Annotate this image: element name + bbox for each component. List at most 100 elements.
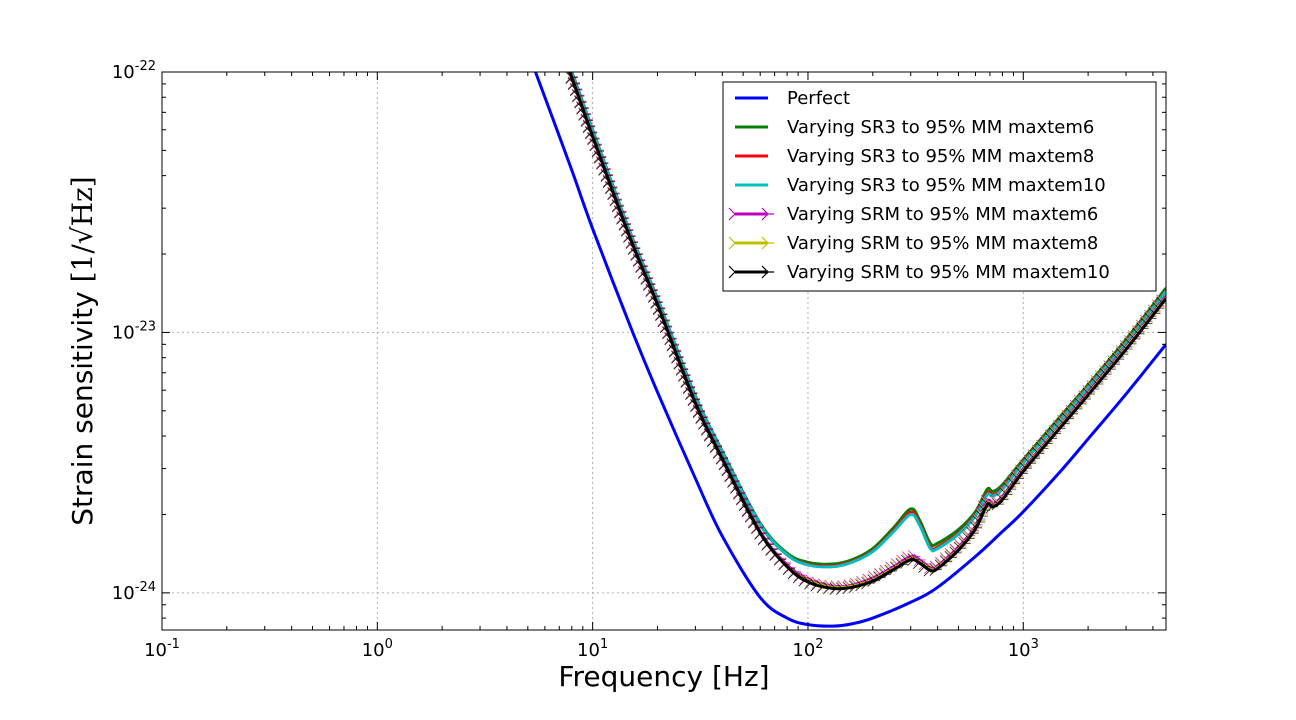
series-marker xyxy=(1128,332,1141,346)
series-marker xyxy=(620,224,634,237)
series-marker xyxy=(625,236,638,249)
series-marker xyxy=(580,114,593,127)
legend-marker xyxy=(761,236,774,250)
series-marker xyxy=(744,510,758,523)
series-marker xyxy=(715,452,728,465)
series-marker xyxy=(1070,402,1083,416)
series-marker xyxy=(754,527,767,540)
series-marker xyxy=(1148,307,1161,320)
series-marker xyxy=(1036,442,1049,455)
series-marker xyxy=(1023,456,1036,470)
series-marker xyxy=(635,260,648,273)
series-marker xyxy=(1048,427,1062,440)
series-marker xyxy=(969,521,983,535)
series-marker xyxy=(666,338,679,352)
series-marker xyxy=(1107,357,1120,371)
series-marker xyxy=(1124,337,1137,351)
series-marker xyxy=(1015,467,1028,480)
y-axis-label-text: Strain sensitivity xyxy=(66,282,99,525)
series-marker xyxy=(703,428,717,442)
series-marker xyxy=(761,538,774,551)
legend-entry: Varying SR3 to 95% MM maxtem6 xyxy=(735,117,1094,138)
series-marker xyxy=(690,399,703,412)
series-marker xyxy=(1044,432,1057,445)
x-tick-label: 102 xyxy=(792,637,823,661)
series-marker xyxy=(1027,451,1041,465)
series-marker xyxy=(966,526,979,540)
series-marker xyxy=(972,515,986,529)
series-marker xyxy=(765,543,778,556)
series-marker xyxy=(738,498,752,512)
series-marker xyxy=(878,568,892,581)
y-tick-label: 10-22 xyxy=(112,59,156,83)
series-marker xyxy=(589,138,602,152)
legend-entry: Varying SRM to 95% MM maxtem8 xyxy=(728,233,1098,254)
series-marker xyxy=(747,515,761,529)
axis-ticks xyxy=(161,71,1166,630)
series-3 xyxy=(569,72,1166,569)
series-marker xyxy=(659,320,673,334)
series-marker xyxy=(611,199,625,213)
series-marker xyxy=(975,509,988,523)
legend-label: Varying SRM to 95% MM maxtem10 xyxy=(787,262,1110,283)
legend-label: Perfect xyxy=(787,88,850,109)
series-marker xyxy=(792,570,806,584)
series-marker xyxy=(1003,482,1017,496)
series-marker xyxy=(1086,382,1100,396)
legend-entry: Varying SRM to 95% MM maxtem6 xyxy=(728,204,1098,225)
series-marker xyxy=(1065,407,1079,421)
series-marker xyxy=(873,571,886,584)
series-marker xyxy=(618,218,631,231)
series-marker xyxy=(890,561,903,575)
series-marker xyxy=(706,434,720,448)
series-marker xyxy=(574,95,587,109)
x-axis-label: Frequency [Hz] xyxy=(558,660,769,693)
series-marker xyxy=(996,493,1009,506)
series-marker xyxy=(733,487,746,500)
legend-marker xyxy=(761,207,774,221)
series-marker xyxy=(695,411,708,424)
series-marker xyxy=(576,102,589,115)
y-tick-label: 10-23 xyxy=(112,319,156,343)
legend-entry: Perfect xyxy=(735,88,850,109)
series-marker xyxy=(585,126,598,140)
series-line xyxy=(533,72,1166,628)
legend-label: Varying SR3 to 95% MM maxtem10 xyxy=(787,175,1106,196)
legend-marker xyxy=(728,236,741,250)
series-marker xyxy=(682,381,696,394)
series-marker xyxy=(1152,301,1165,315)
series-marker xyxy=(565,72,578,84)
grid xyxy=(162,72,1166,630)
y-axis-label-unit: [1/√Hz] xyxy=(66,176,99,282)
series-marker xyxy=(668,344,682,358)
series-marker xyxy=(1040,437,1053,450)
series-marker xyxy=(741,504,755,517)
series-marker xyxy=(1061,412,1074,425)
series-marker xyxy=(1091,377,1104,391)
series-marker xyxy=(648,290,661,303)
series-marker xyxy=(836,582,849,595)
series-marker xyxy=(907,553,920,566)
legend-frame xyxy=(722,81,1157,292)
series-marker xyxy=(912,556,926,570)
series-marker xyxy=(572,89,585,103)
series-marker xyxy=(712,446,726,459)
x-tick-label: 101 xyxy=(577,637,608,661)
series-marker xyxy=(643,278,656,291)
series-marker xyxy=(861,576,874,590)
x-tick-label: 100 xyxy=(362,637,393,661)
series-marker xyxy=(1095,372,1108,386)
series-marker xyxy=(607,187,620,201)
legend-label: Varying SR3 to 95% MM maxtem6 xyxy=(787,117,1094,138)
series-marker xyxy=(687,393,700,406)
series-marker xyxy=(1132,327,1145,341)
series-marker xyxy=(1057,417,1070,430)
series-marker xyxy=(804,576,817,590)
series-marker xyxy=(569,83,583,97)
legend-entry: Varying SR3 to 95% MM maxtem10 xyxy=(735,175,1106,196)
series-marker xyxy=(1019,461,1032,475)
series-marker xyxy=(602,175,616,188)
series-marker xyxy=(596,157,609,170)
series-marker xyxy=(718,457,731,471)
